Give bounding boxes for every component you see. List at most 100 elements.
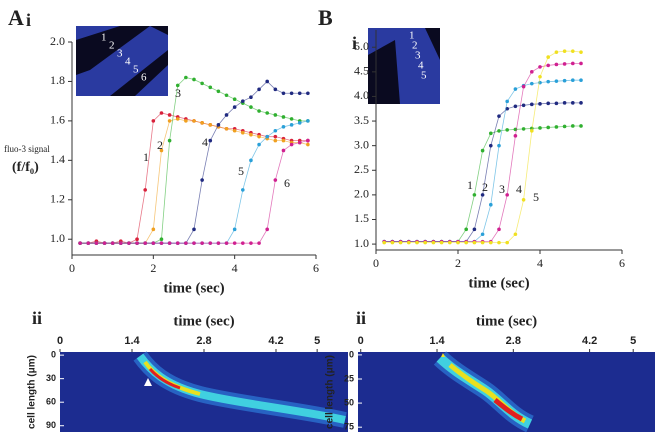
x-tick-label: 5 (314, 335, 320, 347)
data-point (151, 119, 156, 123)
data-point (505, 128, 510, 132)
data-point (480, 148, 485, 153)
x-tick-label: 6 (619, 256, 625, 270)
data-point (289, 123, 294, 127)
y-tick-label: 1.0 (50, 231, 65, 245)
series-label: 3 (175, 86, 181, 100)
data-point (192, 77, 196, 82)
data-point (224, 113, 229, 117)
data-point (530, 81, 534, 86)
data-point (480, 232, 485, 237)
data-point (562, 62, 567, 66)
data-point (480, 240, 485, 245)
data-point (489, 240, 493, 245)
data-point (224, 241, 229, 245)
data-point (232, 227, 237, 232)
y-tick-label: 1.4 (50, 152, 65, 166)
series-line (80, 80, 308, 244)
y-tick-label: 3.0 (354, 137, 369, 151)
x-tick-label: 6 (313, 261, 319, 275)
data-point (232, 128, 237, 133)
data-point (579, 124, 583, 128)
data-point (579, 61, 583, 66)
y-tick-label: 90 (46, 420, 56, 430)
data-point (273, 87, 278, 92)
data-point (530, 70, 534, 74)
data-point (265, 111, 270, 115)
series-label: 5 (238, 164, 244, 178)
series-label: 6 (284, 176, 290, 190)
data-point (249, 95, 253, 100)
y-axis-label: (f/f₀) (12, 160, 39, 175)
data-point (439, 240, 444, 245)
data-point (184, 119, 188, 123)
data-point (119, 241, 123, 245)
series-label: 2 (157, 138, 163, 152)
data-point (415, 240, 419, 245)
data-point (86, 241, 91, 245)
data-point (281, 115, 286, 119)
inset-label: 3 (117, 48, 123, 60)
data-point (249, 132, 253, 137)
data-point (102, 241, 107, 245)
data-point (530, 129, 534, 133)
panel-sublabel: i (26, 10, 31, 30)
data-point (224, 126, 229, 131)
panel-sublabel: ii (356, 308, 366, 328)
data-point (571, 61, 575, 66)
data-point (110, 241, 115, 245)
data-point (297, 121, 302, 125)
data-point (521, 103, 526, 108)
heatmap-image (358, 351, 655, 433)
x-tick-label: 2 (150, 261, 156, 275)
x-tick-label: 1.4 (124, 335, 140, 347)
data-point (554, 79, 559, 83)
data-point (546, 101, 550, 106)
y-axis-label: cell length (μm) (325, 355, 336, 429)
data-point (538, 102, 542, 106)
panel-sublabel: ii (32, 308, 42, 328)
data-point (513, 87, 518, 91)
data-point (497, 129, 501, 133)
y-tick-label: 75 (344, 422, 354, 432)
y-tick-label: 1.8 (50, 73, 65, 87)
data-point (489, 143, 493, 148)
data-point (184, 75, 188, 80)
y-tick-label: 60 (46, 397, 56, 407)
data-point (273, 128, 278, 133)
inset-label: 4 (418, 60, 424, 72)
data-point (489, 131, 493, 136)
data-point (273, 134, 278, 139)
data-point (297, 91, 302, 96)
data-point (554, 50, 559, 54)
data-point (143, 241, 147, 245)
x-tick-label: 4 (232, 261, 238, 275)
data-point (232, 97, 237, 101)
y-tick-label: 1.6 (50, 113, 65, 127)
data-point (192, 241, 196, 245)
inset-label: 1 (409, 30, 415, 42)
data-point (208, 138, 213, 143)
data-point (513, 134, 518, 138)
data-point (175, 117, 180, 121)
data-point (232, 241, 237, 245)
panel-sublabel: i (352, 33, 357, 53)
data-point (497, 143, 501, 148)
data-point (135, 237, 139, 242)
data-point (208, 85, 213, 90)
data-point (521, 127, 526, 131)
data-point (497, 114, 501, 118)
panel-label: A (8, 5, 24, 30)
data-point (505, 240, 510, 245)
data-point (216, 241, 221, 245)
data-point (151, 227, 156, 232)
x-tick-label: 4 (537, 256, 543, 270)
data-point (571, 49, 575, 53)
data-point (423, 240, 428, 245)
y-tick-label: 2.0 (354, 187, 369, 201)
inset-label: 5 (421, 70, 427, 82)
data-point (289, 142, 294, 147)
series-label: 5 (533, 190, 539, 204)
